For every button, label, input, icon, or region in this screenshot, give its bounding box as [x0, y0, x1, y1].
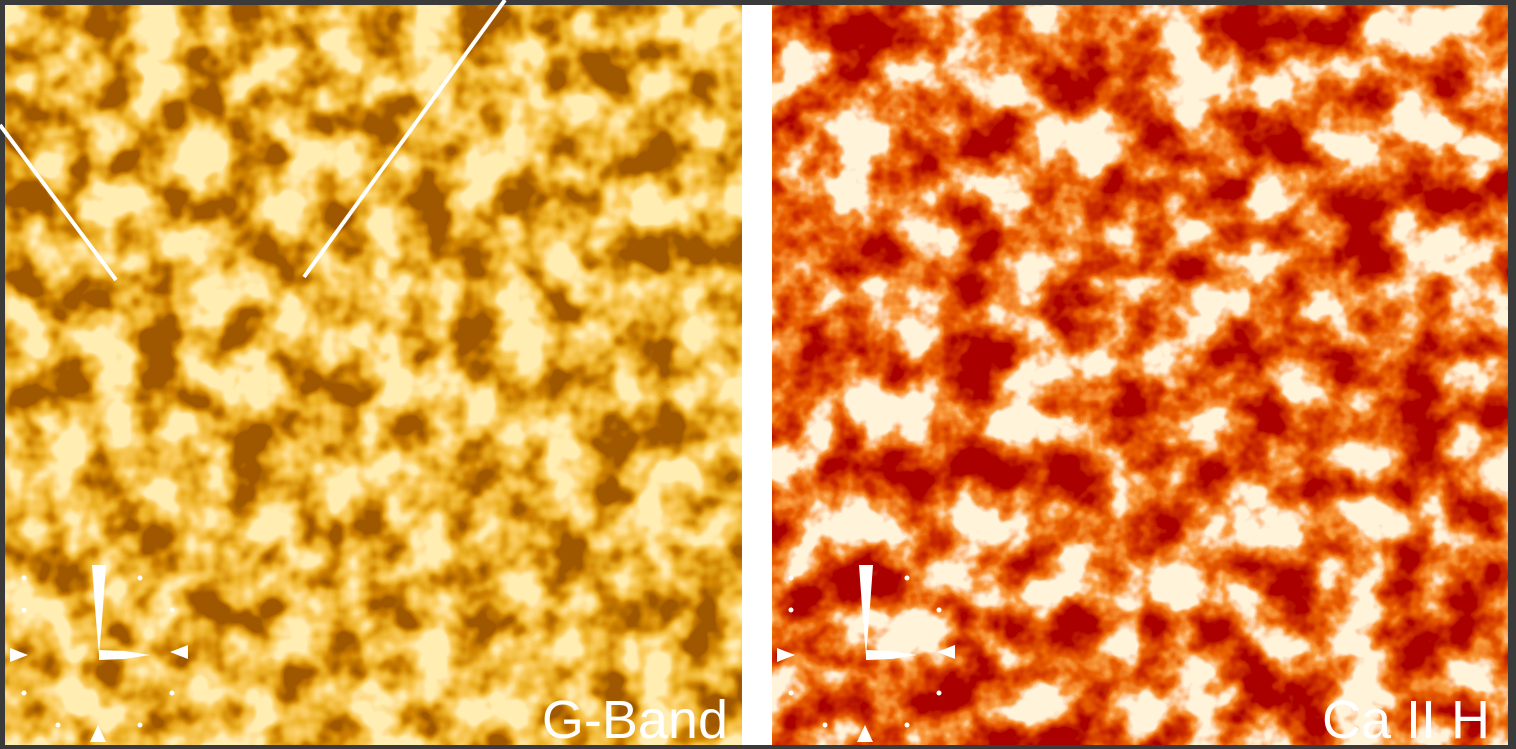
marker-dot: [170, 691, 175, 696]
marker-dot: [22, 691, 27, 696]
marker-dot: [905, 723, 910, 728]
marker-dot: [823, 723, 828, 728]
marker-dot: [905, 576, 910, 581]
caii-image: [772, 5, 1508, 745]
panel-label: Ca II H: [1322, 690, 1490, 749]
marker-dot: [22, 576, 27, 581]
marker-dot: [937, 608, 942, 613]
marker-dot: [138, 576, 143, 581]
page: G-Band Ca II H (() => { const data = JSO…: [0, 0, 1516, 749]
figure: G-Band Ca II H: [0, 0, 1516, 749]
marker-dot: [937, 691, 942, 696]
marker-dot: [138, 723, 143, 728]
marker-dot: [789, 576, 794, 581]
marker-dot: [22, 608, 27, 613]
marker-dot: [56, 723, 61, 728]
gband-image: [5, 5, 742, 745]
marker-dot: [789, 608, 794, 613]
divider: [742, 5, 772, 745]
marker-dot: [170, 608, 175, 613]
panel-label: G-Band: [542, 690, 728, 749]
marker-dot: [789, 691, 794, 696]
